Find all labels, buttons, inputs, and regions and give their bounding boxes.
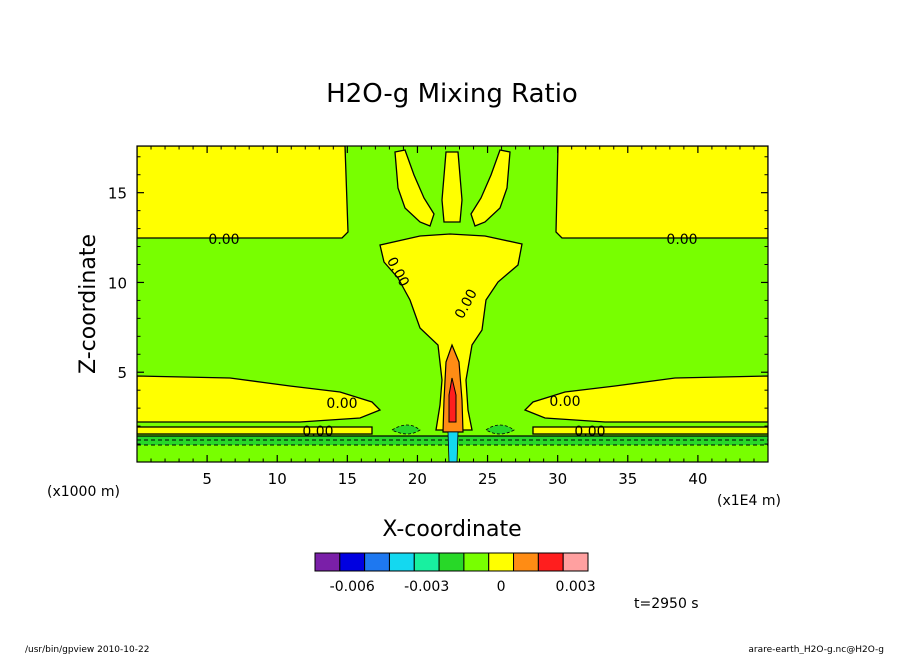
lower-right-yellow-region <box>523 375 768 423</box>
y-tick-label: 10 <box>108 274 127 292</box>
colorbar-swatch <box>562 552 589 572</box>
contour-label: 0.00 <box>302 424 333 440</box>
y-tick-label: 5 <box>117 364 127 382</box>
upper-left-yellow-region <box>137 146 349 239</box>
y-axis-ticks: 5 10 15 <box>108 156 768 445</box>
colorbar-swatch <box>537 552 564 572</box>
plot-area <box>137 146 768 462</box>
colorbar-swatch <box>314 552 341 572</box>
x-unit-label: (x1E4 m) <box>717 493 781 509</box>
colorbar-tick-label: -0.003 <box>404 579 449 595</box>
upper-left-finger <box>394 149 435 227</box>
x-tick-label: 40 <box>688 470 707 488</box>
colorbar <box>314 552 589 572</box>
chart-title: H2O-g Mixing Ratio <box>326 79 578 109</box>
x-axis-label: X-coordinate <box>382 517 521 542</box>
colorbar-swatch <box>388 552 415 572</box>
left-green-blob <box>391 424 421 435</box>
colorbar-tick-labels: -0.006 -0.003 0 0.003 <box>330 579 596 595</box>
contour-label: 0.00 <box>574 424 605 440</box>
y-axis-label: Z-coordinate <box>76 234 101 374</box>
footer-left: /usr/bin/gpview 2010-10-22 <box>25 645 149 654</box>
x-tick-label: 10 <box>268 470 287 488</box>
contour-label: 0.00 <box>549 394 580 410</box>
x-tick-label: 20 <box>408 470 427 488</box>
colorbar-swatch <box>513 552 539 572</box>
central-red-core <box>448 377 457 423</box>
right-yellow-strip <box>532 426 768 435</box>
colorbar-swatch <box>364 552 390 572</box>
contour-label: 0.00 <box>666 232 697 248</box>
central-yellow-plume <box>379 233 523 431</box>
colorbar-swatch <box>463 552 490 572</box>
x-axis-ticks: 5 10 15 20 25 30 35 40 <box>150 146 755 488</box>
plot-frame <box>136 145 769 463</box>
colorbar-tick-label: 0.003 <box>556 579 596 595</box>
footer-right: arare-earth_H2O-g.nc@H2O-g <box>748 645 884 654</box>
colorbar-swatch <box>488 552 515 572</box>
colorbar-swatch <box>438 552 465 572</box>
left-yellow-strip <box>137 426 373 435</box>
upper-right-yellow-region <box>555 146 768 239</box>
x-tick-label: 25 <box>478 470 497 488</box>
y-tick-label: 15 <box>108 185 127 203</box>
lower-left-yellow-region <box>137 375 382 423</box>
upper-right-finger <box>470 149 511 227</box>
central-cyan-column <box>447 431 459 462</box>
contour-label: 0.00 <box>208 232 239 248</box>
x-tick-label: 5 <box>202 470 212 488</box>
right-green-blob <box>485 424 515 435</box>
x-tick-label: 15 <box>338 470 357 488</box>
central-upper-column <box>441 151 463 223</box>
contour-label: 0.00 <box>326 396 357 412</box>
x-tick-label: 30 <box>548 470 567 488</box>
colorbar-swatch <box>413 552 440 572</box>
y-unit-label: (x1000 m) <box>47 484 120 500</box>
colorbar-tick-label: -0.006 <box>330 579 375 595</box>
x-tick-label: 35 <box>618 470 637 488</box>
time-label: t=2950 s <box>634 596 699 612</box>
colorbar-tick-label: 0 <box>497 579 506 595</box>
colorbar-swatch <box>339 552 366 572</box>
